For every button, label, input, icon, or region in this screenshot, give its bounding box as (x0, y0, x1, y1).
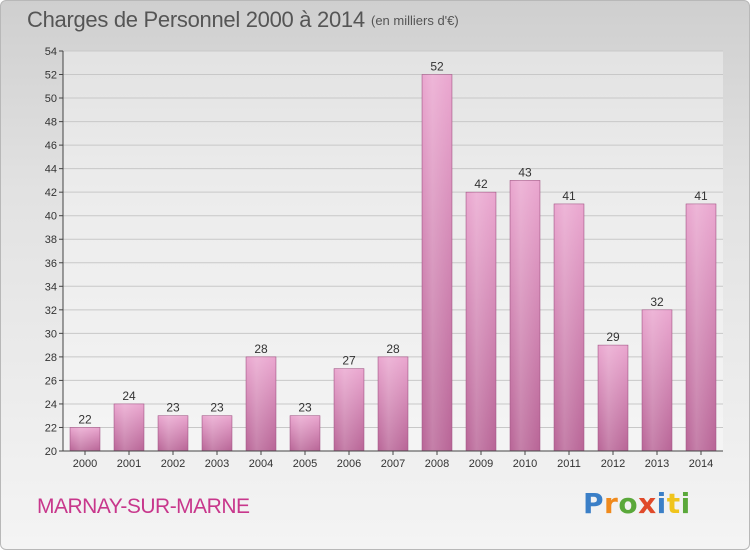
chart-subtitle: (en milliers d'€) (371, 13, 459, 28)
bar-sheen (554, 203, 584, 451)
x-tick-label: 2002 (161, 458, 185, 470)
x-tick-label: 2010 (513, 458, 537, 470)
y-tick-label: 26 (45, 375, 57, 387)
data-label: 28 (254, 342, 268, 356)
bar-sheen (290, 415, 320, 451)
logo-letter: i (680, 487, 691, 520)
bar-sheen (334, 368, 364, 451)
bar-sheen (598, 345, 628, 451)
y-tick-label: 54 (45, 46, 57, 58)
y-tick-label: 48 (45, 117, 57, 129)
bars: 22 24 23 23 28 23 27 28 52 42 43 41 29 32 41 (69, 60, 717, 452)
data-label: 28 (386, 342, 400, 356)
axes: 20 22 24 26 28 30 32 34 36 38 40 42 44 46 48 50 52 54 2000… (45, 46, 723, 470)
x-tick-label: 2001 (117, 458, 141, 470)
data-label: 29 (606, 330, 620, 344)
x-tick-label: 2011 (557, 458, 581, 470)
data-label: 32 (650, 295, 664, 309)
y-tick-label: 42 (45, 187, 57, 199)
bar-sheen (70, 427, 100, 451)
data-label: 27 (342, 354, 356, 368)
y-tick-label: 30 (45, 328, 57, 340)
chart-title: Charges de Personnel 2000 à 2014 (27, 7, 365, 32)
bar-sheen (202, 415, 232, 451)
y-tick-label: 50 (45, 93, 57, 105)
data-label: 22 (78, 412, 92, 426)
bar-sheen (466, 192, 496, 452)
y-tick-label: 40 (45, 211, 57, 223)
y-tick-label: 44 (45, 164, 57, 176)
y-tick-label: 52 (45, 70, 57, 82)
y-tick-label: 36 (45, 258, 57, 270)
x-tick-label: 2013 (645, 458, 669, 470)
bar-sheen (642, 309, 672, 451)
bar-sheen (158, 415, 188, 451)
data-label: 23 (166, 401, 180, 415)
data-label: 41 (562, 189, 576, 203)
data-label: 52 (430, 60, 444, 74)
y-tick-label: 20 (45, 446, 57, 458)
logo-letter: P (583, 487, 605, 520)
data-label: 23 (210, 401, 224, 415)
data-label: 24 (122, 389, 136, 403)
y-tick-label: 22 (45, 422, 57, 434)
data-label: 42 (474, 177, 488, 191)
x-tick-label: 2005 (293, 458, 317, 470)
y-tick-label: 32 (45, 305, 57, 317)
x-tick-label: 2014 (689, 458, 713, 470)
logo-letter: o (618, 487, 639, 520)
y-tick-label: 28 (45, 352, 57, 364)
x-tick-label: 2004 (249, 458, 273, 470)
data-label: 41 (694, 189, 708, 203)
y-tick-label: 46 (45, 140, 57, 152)
bar-sheen (686, 203, 716, 451)
x-tick-label: 2003 (205, 458, 229, 470)
logo-letter: r (604, 487, 619, 520)
y-tick-label: 24 (45, 399, 57, 411)
x-tick-label: 2008 (425, 458, 449, 470)
x-tick-label: 2006 (337, 458, 361, 470)
data-label: 43 (518, 165, 532, 179)
x-tick-label: 2000 (73, 458, 97, 470)
bar-sheen (114, 403, 144, 451)
bar-sheen (510, 180, 540, 452)
proxiti-logo: Proxiti (583, 487, 691, 520)
x-tick-label: 2007 (381, 458, 405, 470)
logo-letter: i (656, 487, 667, 520)
bar-sheen (246, 356, 276, 451)
logo-letter: t (666, 487, 681, 520)
x-tick-label: 2012 (601, 458, 625, 470)
x-tick-label: 2009 (469, 458, 493, 470)
bar-sheen (378, 356, 408, 451)
y-tick-label: 38 (45, 234, 57, 246)
bar-sheen (422, 74, 452, 451)
commune-name: MARNAY-SUR-MARNE (37, 495, 250, 518)
data-label: 23 (298, 401, 312, 415)
y-tick-label: 34 (45, 281, 57, 293)
logo-letter: x (638, 487, 657, 520)
